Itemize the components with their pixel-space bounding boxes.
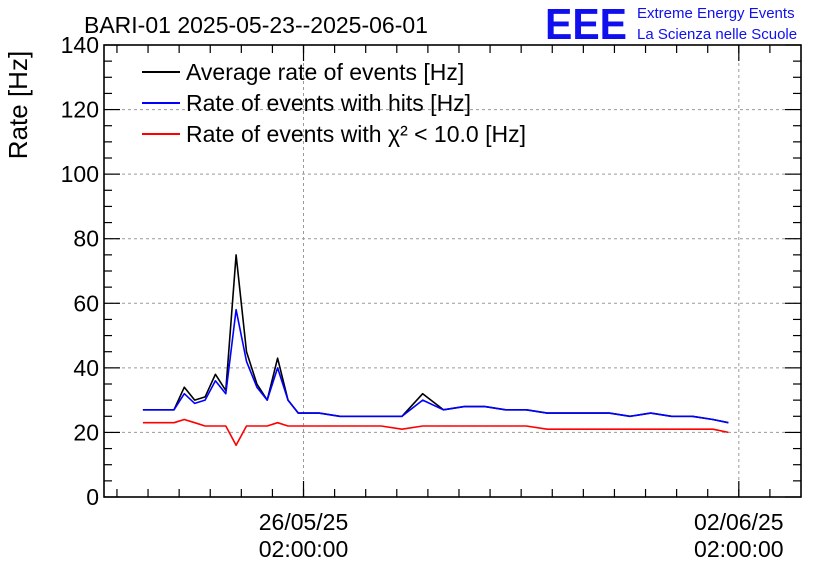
y-tick-label: 0 [86, 484, 99, 510]
y-tick-label: 140 [61, 32, 99, 58]
y-tick-label: 40 [73, 355, 99, 381]
logo-mark: EEE [545, 0, 627, 49]
x-tick-label-date: 02/06/25 [694, 509, 784, 535]
chart-title: BARI-01 2025-05-23--2025-06-01 [84, 12, 428, 38]
y-tick-label: 60 [73, 290, 99, 316]
series-line-hits [142, 308, 729, 424]
grid [104, 45, 801, 497]
series-line-average [142, 254, 729, 424]
plot-frame [103, 44, 802, 498]
logo-line1: Extreme Energy Events [637, 5, 795, 22]
data-series [142, 254, 729, 447]
legend-label-average: Average rate of events [Hz] [186, 59, 464, 85]
y-axis-label: Rate [Hz] [3, 51, 33, 159]
y-tick-label: 20 [73, 419, 99, 445]
y-tick-label: 100 [61, 161, 99, 187]
logo-line2: La Scienza nelle Scuole [637, 26, 797, 43]
y-tick-label: 80 [73, 226, 99, 252]
x-tick-label-time: 02:00:00 [694, 536, 784, 562]
x-tick-label-time: 02:00:00 [259, 536, 349, 562]
axis-ticks: 02040608010012014026/05/2502:00:0002/06/… [61, 32, 801, 562]
legend-label-hits: Rate of events with hits [Hz] [186, 90, 471, 116]
x-tick-label-date: 26/05/25 [259, 509, 349, 535]
series-line-chi2 [142, 418, 729, 447]
legend: Average rate of events [Hz] Rate of even… [142, 59, 526, 147]
legend-label-chi2: Rate of events with χ² < 10.0 [Hz] [186, 121, 526, 147]
y-tick-label: 120 [61, 97, 99, 123]
eee-logo: EEE Extreme Energy Events La Scienza nel… [545, 0, 797, 49]
